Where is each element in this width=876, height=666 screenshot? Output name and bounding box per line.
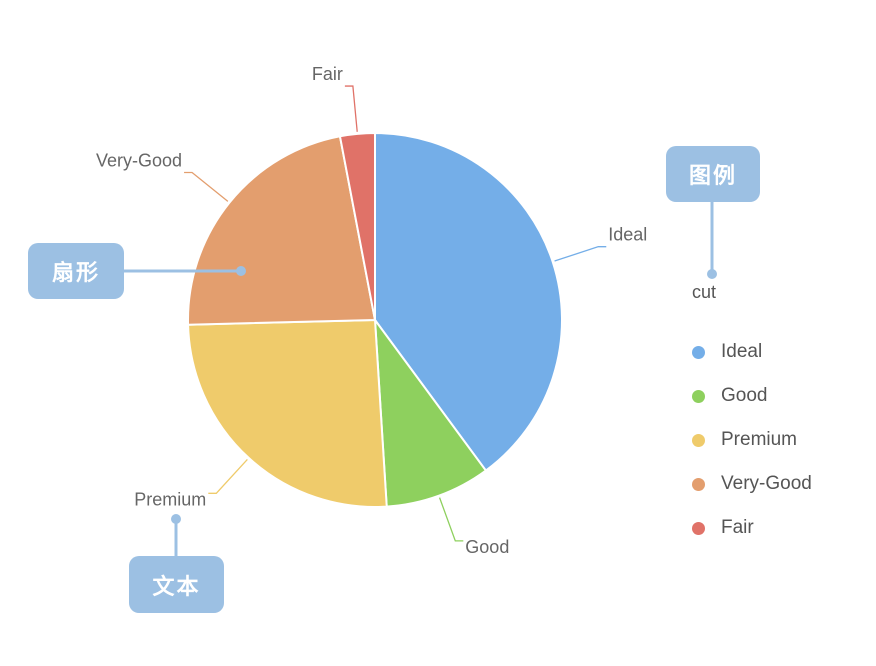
legend: cut Ideal Good Premium Very-Good Fair — [692, 282, 812, 550]
legend-item-good[interactable]: Good — [692, 374, 812, 418]
legend-marker-icon — [692, 477, 705, 491]
pie-label-lines — [184, 85, 607, 542]
pie-label-ideal: Ideal — [608, 225, 647, 245]
pie-label-fair: Fair — [312, 64, 343, 84]
pie-slice-premium — [187, 318, 388, 508]
pie-label-premium: Premium — [134, 489, 206, 509]
pie-slices — [187, 131, 563, 508]
legend-label: Ideal — [721, 341, 763, 362]
callout-dot-legend — [707, 269, 717, 279]
legend-marker-icon — [692, 433, 705, 447]
callout-dot-sector — [236, 266, 246, 276]
legend-marker-icon — [692, 389, 705, 403]
callout-dot-text — [171, 514, 181, 524]
legend-item-fair[interactable]: Fair — [692, 506, 812, 550]
pie-label-good: Good — [465, 537, 509, 557]
label-line-good — [438, 497, 464, 542]
pie-labels: Ideal Good Premium Very-Good Fair — [96, 64, 647, 557]
legend-item-ideal[interactable]: Ideal — [692, 330, 812, 374]
callout-legend: 图例 — [666, 146, 760, 202]
legend-label: Good — [721, 385, 768, 406]
label-line-fair — [344, 85, 358, 132]
callout-text: 文本 — [129, 556, 224, 613]
callout-sector: 扇形 — [28, 243, 124, 299]
label-line-premium — [208, 458, 248, 494]
legend-label: Fair — [721, 517, 754, 538]
legend-marker-icon — [692, 345, 705, 359]
legend-item-very-good[interactable]: Very-Good — [692, 462, 812, 506]
pie-label-very-good: Very-Good — [96, 150, 182, 170]
label-line-ideal — [554, 246, 607, 262]
label-line-very-good — [184, 171, 229, 202]
pie-slice-ideal — [374, 131, 563, 472]
pie-slice-good — [373, 316, 488, 508]
legend-label: Premium — [721, 429, 798, 450]
pie-slice-fair — [338, 131, 376, 321]
legend-marker-icon — [692, 521, 705, 535]
pie-slice-very-good — [187, 135, 377, 326]
legend-title: cut — [692, 282, 717, 302]
legend-label: Very-Good — [721, 473, 812, 494]
legend-item-premium[interactable]: Premium — [692, 418, 812, 462]
callout-pointers — [124, 202, 717, 556]
